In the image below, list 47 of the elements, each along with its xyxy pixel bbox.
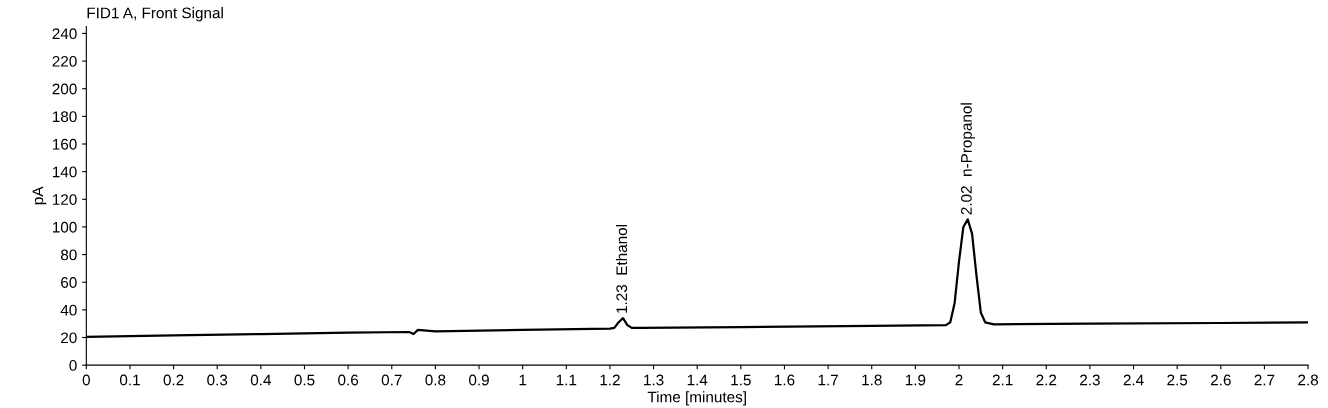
y-tick-label: 220 (52, 55, 77, 67)
x-tick-label: 1.7 (818, 374, 838, 386)
y-tick-label: 60 (61, 277, 77, 288)
x-tick-label: 1.6 (775, 374, 795, 386)
x-tick-label: 1.8 (862, 374, 882, 386)
x-tick-label: 0.2 (163, 374, 184, 386)
x-tick-label: 0.4 (250, 374, 272, 386)
x-tick-label: 0.7 (381, 374, 402, 386)
y-tick-label: 160 (52, 138, 77, 150)
x-tick-label: 0.6 (338, 374, 359, 386)
y-tick-label: 180 (52, 111, 77, 123)
x-tick-label: 1.3 (644, 374, 664, 386)
y-tick-label: 120 (52, 194, 77, 205)
annotation: 2.02 n-Propanol (960, 103, 975, 215)
x-tick-label: 0.3 (207, 374, 228, 386)
x-axis-title: Time [minutes] (647, 391, 746, 406)
x-tick-label: 2.3 (1080, 374, 1100, 386)
y-tick-label: 40 (60, 304, 77, 316)
x-tick-label: 2.2 (1036, 374, 1057, 386)
x-tick-label: 0.5 (294, 374, 315, 386)
y-tick-label: 20 (61, 332, 77, 344)
x-tick-label: 2.4 (1123, 374, 1144, 386)
x-tick-label: 1 (519, 374, 527, 386)
x-tick-label: 0 (82, 374, 90, 386)
x-tick-label: 0.9 (469, 374, 489, 386)
x-tick-label: 2.5 (1167, 374, 1188, 386)
x-tick-label: 2.6 (1210, 374, 1231, 386)
x-tick-label: 2 (955, 374, 963, 386)
y-tick-label: 100 (52, 221, 77, 233)
x-tick-label: 1.9 (905, 374, 926, 386)
y-tick-label: 80 (60, 249, 77, 261)
x-tick-label: 1.2 (600, 374, 620, 386)
x-tick-label: 2.8 (1298, 374, 1319, 386)
y-tick-label: 0 (69, 360, 77, 371)
y-tick-label: 140 (52, 166, 77, 178)
x-tick-label: 0.8 (425, 374, 446, 386)
y-axis-title: pA (32, 186, 47, 205)
y-tick-label: 240 (52, 28, 77, 40)
y-tick-label: 200 (52, 83, 77, 95)
x-tick-label: 2.1 (992, 374, 1013, 386)
chart-title: FID1 A, Front Signal (87, 7, 223, 22)
x-tick-label: 1.4 (687, 374, 708, 386)
x-tick-label: 1.5 (731, 374, 751, 386)
x-tick-label: 1.1 (556, 374, 577, 386)
x-tick-label: 2.7 (1254, 374, 1275, 386)
x-tick-label: 0.1 (119, 374, 140, 386)
annotation: 1.23 Ethanol (615, 224, 628, 313)
